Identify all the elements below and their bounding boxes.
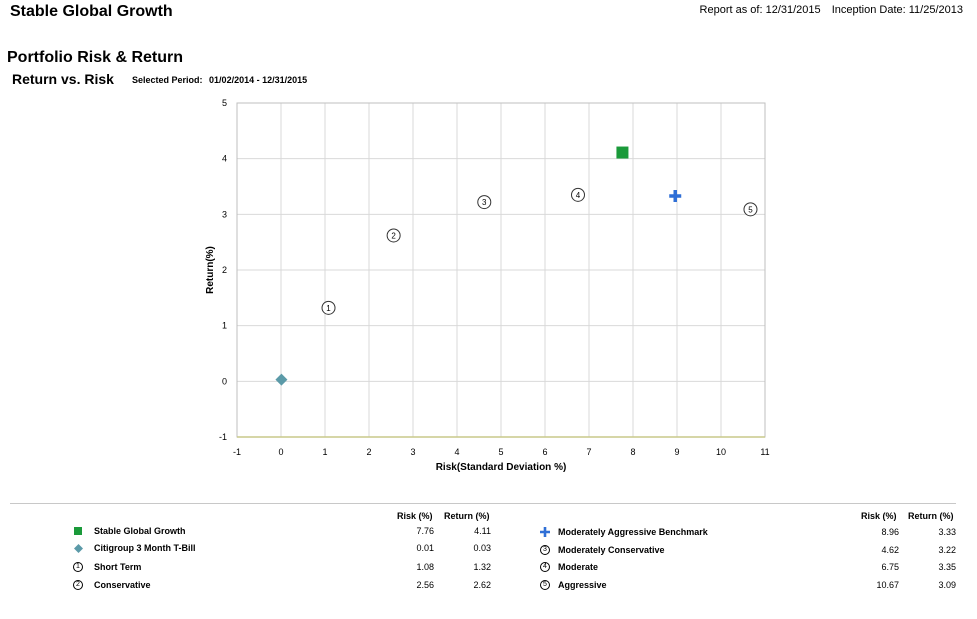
- legend-series-name: Moderately Conservative: [558, 545, 665, 555]
- period-label: Selected Period:: [132, 75, 203, 85]
- conservative-point: [386, 228, 401, 243]
- y-tick-label: 4: [222, 154, 227, 164]
- legend-series-name: Citigroup 3 Month T-Bill: [94, 543, 196, 553]
- legend-return-value: 0.03: [473, 543, 491, 553]
- x-axis-title: Risk(Standard Deviation %): [436, 462, 567, 473]
- x-tick-label: 4: [454, 447, 459, 457]
- return-header-right: Return (%): [908, 511, 954, 521]
- x-tick-label: 9: [674, 447, 679, 457]
- citigroup-3-month-t-bill-point: [275, 373, 288, 386]
- circled-number-icon: 3: [540, 545, 550, 555]
- moderately-aggressive-benchmark-point: [669, 189, 682, 202]
- report-as-of: Report as of: 12/31/2015: [699, 4, 821, 16]
- y-tick-label: 5: [222, 98, 227, 108]
- legend-risk-value: 4.62: [881, 545, 899, 555]
- legend-return-value: 3.09: [938, 580, 956, 590]
- green-square-icon: [73, 526, 83, 536]
- return-header-left: Return (%): [444, 511, 490, 521]
- x-tick-label: 1: [322, 447, 327, 457]
- legend-risk-value: 7.76: [416, 526, 434, 536]
- teal-diamond-icon: [73, 543, 83, 553]
- moderately-conservative-point-label: 3: [482, 198, 487, 207]
- report-meta: Report as of: 12/31/2015 Inception Date:…: [692, 4, 963, 16]
- legend-series-name: Short Term: [94, 562, 142, 572]
- moderate-point-label: 4: [576, 191, 581, 200]
- x-tick-label: 10: [716, 447, 726, 457]
- circled-number-icon: 1: [73, 562, 83, 572]
- legend-series-name: Aggressive: [558, 580, 607, 590]
- legend-series-name: Stable Global Growth: [94, 526, 186, 536]
- chart-title: Return vs. Risk: [12, 71, 114, 87]
- moderate-point: [571, 187, 585, 202]
- report-title: Stable Global Growth: [10, 3, 173, 20]
- y-tick-label: 1: [222, 321, 227, 331]
- inception-date: Inception Date: 11/25/2013: [831, 4, 963, 16]
- selected-period: Selected Period: 01/02/2014 - 12/31/2015: [132, 75, 311, 85]
- aggressive-point-label: 5: [748, 205, 753, 214]
- legend-return-value: 1.32: [473, 562, 491, 572]
- risk-return-chart: -1 0 1 2 3 4 5 6 7 8 9 10 11 -1 0 1 2 3 4 5 Risk(Standard De…: [205, 98, 770, 473]
- legend-risk-value: 6.75: [881, 562, 899, 572]
- legend-return-value: 3.33: [938, 527, 956, 537]
- short-term-point-label: 1: [326, 304, 331, 313]
- section-title: Portfolio Risk & Return: [7, 49, 184, 66]
- legend-risk-value: 1.08: [416, 562, 434, 572]
- legend-risk-value: 0.01: [416, 543, 434, 553]
- legend-series-name: Moderate: [558, 562, 599, 572]
- divider: [10, 503, 956, 504]
- period-value: 01/02/2014 - 12/31/2015: [209, 75, 308, 85]
- moderately-conservative-point: [477, 195, 492, 210]
- legend-risk-value: 8.96: [881, 527, 899, 537]
- circled-number-icon: 5: [540, 580, 550, 590]
- aggressive-point: [743, 202, 758, 217]
- circled-number-icon: 2: [73, 580, 83, 590]
- x-tick-label: 8: [630, 447, 635, 457]
- circled-number-icon: 4: [540, 562, 550, 572]
- legend-series-name: Moderately Aggressive Benchmark: [558, 527, 708, 537]
- risk-header-right: Risk (%): [861, 511, 897, 521]
- x-tick-label: 2: [366, 447, 371, 457]
- short-term-point: [321, 300, 336, 315]
- y-tick-label: 2: [222, 265, 227, 275]
- stable-global-growth-point: [616, 146, 629, 159]
- legend-return-value: 3.22: [938, 545, 956, 555]
- x-tick-label: 5: [498, 447, 503, 457]
- legend-series-name: Conservative: [94, 580, 151, 590]
- legend-return-value: 3.35: [938, 562, 956, 572]
- risk-header-left: Risk (%): [397, 511, 433, 521]
- legend-return-value: 2.62: [473, 580, 491, 590]
- blue-plus-icon: [540, 527, 550, 537]
- x-tick-label: 7: [586, 447, 591, 457]
- x-tick-label: 11: [760, 447, 769, 457]
- x-tick-label: 6: [542, 447, 547, 457]
- y-tick-label: -1: [219, 432, 227, 442]
- legend-risk-value: 2.56: [416, 580, 434, 590]
- y-axis-title: Return(%): [205, 246, 216, 294]
- x-tick-label: 3: [410, 447, 415, 457]
- y-tick-label: 3: [222, 209, 227, 219]
- x-tick-label: -1: [233, 447, 241, 457]
- legend-risk-value: 10.67: [876, 580, 899, 590]
- y-tick-label: 0: [222, 376, 227, 386]
- legend-return-value: 4.11: [474, 526, 491, 536]
- x-tick-label: 0: [278, 447, 283, 457]
- conservative-point-label: 2: [391, 231, 396, 240]
